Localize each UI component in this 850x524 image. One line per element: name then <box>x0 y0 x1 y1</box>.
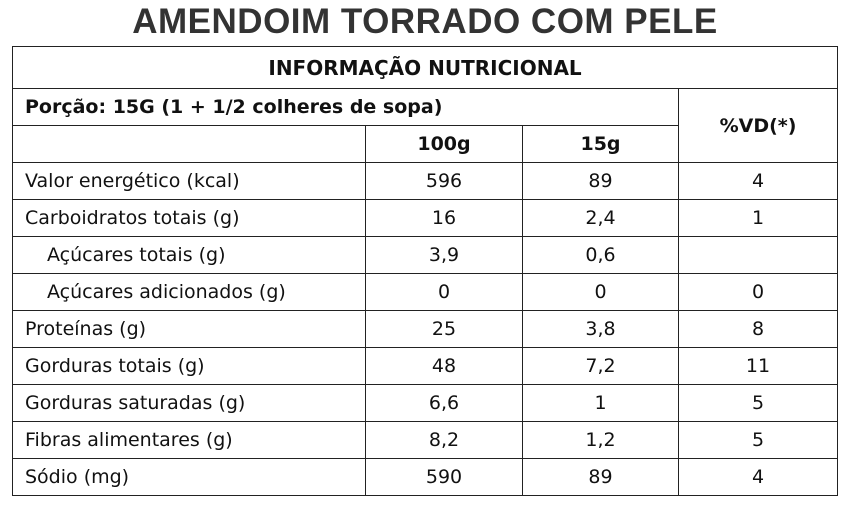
table-row: Carboidratos totais (g) 16 2,4 1 <box>12 199 839 237</box>
value-cell: 89 <box>522 458 679 496</box>
table-heading: INFORMAÇÃO NUTRICIONAL <box>11 46 839 89</box>
value-cell: 3,9 <box>365 236 523 274</box>
value-cell: 5 <box>677 421 839 459</box>
value-cell: 2,4 <box>522 199 679 237</box>
value-cell: 89 <box>522 162 679 200</box>
column-header: 100g <box>365 125 523 163</box>
value-cell: 4 <box>677 162 839 200</box>
value-cell: 1,2 <box>522 421 679 459</box>
table-row: Açúcares totais (g) 3,9 0,6 <box>12 236 839 274</box>
table-row: Gorduras totais (g) 48 7,2 11 <box>12 347 839 385</box>
table-row: Gorduras saturadas (g) 6,6 1 5 <box>12 384 839 422</box>
value-cell: 590 <box>365 458 523 496</box>
value-cell: 4 <box>677 458 839 496</box>
value-cell <box>677 236 839 274</box>
nutrient-label: Fibras alimentares (g) <box>12 421 366 459</box>
value-cell: 48 <box>365 347 523 385</box>
value-cell: 1 <box>677 199 839 237</box>
value-cell: 1 <box>522 384 679 422</box>
value-cell: 6,6 <box>365 384 523 422</box>
table-row: Proteínas (g) 25 3,8 8 <box>12 310 839 348</box>
value-cell: 8 <box>677 310 839 348</box>
value-cell: 11 <box>677 347 839 385</box>
column-header: 15g <box>522 125 679 163</box>
value-cell: 7,2 <box>522 347 679 385</box>
value-cell: 16 <box>365 199 523 237</box>
value-cell: 5 <box>677 384 839 422</box>
value-cell: 0 <box>522 273 679 311</box>
nutrient-label: Sódio (mg) <box>12 458 366 496</box>
value-cell: 25 <box>365 310 523 348</box>
table-row: Valor energético (kcal) 596 89 4 <box>12 162 839 200</box>
value-cell: 0 <box>365 273 523 311</box>
value-cell: 596 <box>365 162 523 200</box>
table-row: Açúcares adicionados (g) 0 0 0 <box>12 273 839 311</box>
value-cell: 8,2 <box>365 421 523 459</box>
nutrient-label: Gorduras totais (g) <box>12 347 366 385</box>
table-row: Sódio (mg) 590 89 4 <box>12 458 839 496</box>
nutrient-label: Açúcares adicionados (g) <box>12 273 366 311</box>
portion: Porção: 15G (1 + 1/2 colheres de sopa) <box>12 88 679 126</box>
value-cell: 3,8 <box>522 310 679 348</box>
column-header: %VD(*) <box>677 88 839 163</box>
nutrition-table: INFORMAÇÃO NUTRICIONAL Porção: 15G (1 + … <box>11 46 839 496</box>
nutrient-label: Gorduras saturadas (g) <box>12 384 366 422</box>
value-cell: 0,6 <box>522 236 679 274</box>
blank-cell <box>12 125 366 163</box>
nutrient-label: Valor energético (kcal) <box>12 162 366 200</box>
table-row: Fibras alimentares (g) 8,2 1,2 5 <box>12 421 839 459</box>
nutrient-label: Proteínas (g) <box>12 310 366 348</box>
nutrient-label: Açúcares totais (g) <box>12 236 366 274</box>
value-cell: 0 <box>677 273 839 311</box>
title: AMENDOIM TORRADO COM PELE <box>132 2 718 41</box>
nutrient-label: Carboidratos totais (g) <box>12 199 366 237</box>
